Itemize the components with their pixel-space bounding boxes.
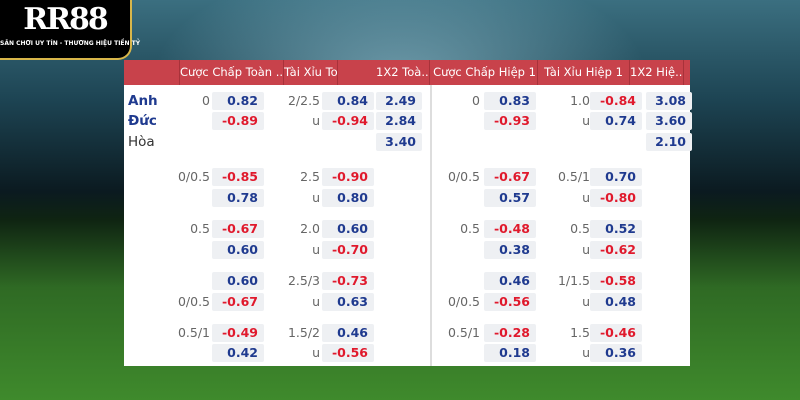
odds-button[interactable]: 0.84 bbox=[322, 92, 374, 110]
column-header[interactable]: 1X2 Hiệ... bbox=[630, 60, 684, 85]
handicap-line: u bbox=[582, 190, 590, 205]
odds-button[interactable]: 0.46 bbox=[322, 324, 374, 342]
odds-button[interactable]: 0.42 bbox=[212, 344, 264, 362]
handicap-line: 2.5 bbox=[300, 169, 320, 184]
odds-button[interactable]: 0.18 bbox=[484, 344, 536, 362]
odds-button[interactable]: 0.38 bbox=[484, 241, 536, 259]
handicap-line: u bbox=[312, 242, 320, 257]
column-header[interactable]: Cược Chấp Toàn ... bbox=[180, 60, 284, 85]
odds-button[interactable]: -0.70 bbox=[322, 241, 374, 259]
half-divider bbox=[430, 85, 432, 366]
handicap-line: 2.5/3 bbox=[287, 273, 320, 288]
odds-button[interactable]: -0.28 bbox=[484, 324, 536, 342]
handicap-line: 0.5/1 bbox=[177, 325, 210, 340]
handicap-line: u bbox=[312, 294, 320, 309]
odds-button[interactable]: -0.46 bbox=[590, 324, 642, 342]
handicap-line: 0 bbox=[202, 93, 210, 108]
odds-button[interactable]: -0.94 bbox=[322, 112, 374, 130]
odds-button[interactable]: 0.48 bbox=[590, 293, 642, 311]
handicap-line: u bbox=[312, 345, 320, 360]
odds-button[interactable]: -0.90 bbox=[322, 168, 374, 186]
odds-button[interactable]: -0.56 bbox=[484, 293, 536, 311]
handicap-line: u bbox=[582, 294, 590, 309]
odds-button[interactable]: -0.80 bbox=[590, 189, 642, 207]
logo-tagline: SÂN CHƠI UY TÍN - THƯƠNG HIỆU TIỀN TỶ bbox=[0, 40, 141, 47]
handicap-line: 0.5 bbox=[190, 221, 210, 236]
column-header[interactable] bbox=[124, 60, 180, 85]
team-name: Hòa bbox=[128, 134, 155, 150]
handicap-line: u bbox=[312, 190, 320, 205]
odds-button[interactable]: -0.93 bbox=[484, 112, 536, 130]
column-header[interactable]: Cược Chấp Hiệp 1 bbox=[432, 60, 538, 85]
handicap-line: u bbox=[582, 345, 590, 360]
table-header: Cược Chấp Toàn ...Tài Xỉu Toàn Trận 1X2 T… bbox=[124, 60, 690, 85]
handicap-line: 0 bbox=[472, 93, 480, 108]
odds-button[interactable]: 0.83 bbox=[484, 92, 536, 110]
handicap-line: 1.5/2 bbox=[287, 325, 320, 340]
odds-button[interactable]: -0.67 bbox=[212, 293, 264, 311]
handicap-line: u bbox=[582, 113, 590, 128]
handicap-line: 0.5 bbox=[460, 221, 480, 236]
column-header[interactable]: Tài Xỉu Hiệp 1 bbox=[538, 60, 630, 85]
handicap-line: 2.0 bbox=[300, 221, 320, 236]
odds-button[interactable]: -0.73 bbox=[322, 272, 374, 290]
odds-button[interactable]: -0.67 bbox=[484, 168, 536, 186]
odds-button[interactable]: -0.84 bbox=[590, 92, 642, 110]
odds-button[interactable]: 0.46 bbox=[484, 272, 536, 290]
odds-button[interactable]: -0.49 bbox=[212, 324, 264, 342]
odds-table: Cược Chấp Toàn ...Tài Xỉu Toàn Trận 1X2 T… bbox=[124, 60, 692, 366]
column-header[interactable]: Tài Xỉu Toàn Trận bbox=[284, 60, 338, 85]
odds-button[interactable]: -0.48 bbox=[484, 220, 536, 238]
odds-button[interactable]: 0.74 bbox=[590, 112, 642, 130]
logo-text: RR88 bbox=[23, 2, 109, 37]
odds-button[interactable]: 3.60 bbox=[646, 112, 692, 130]
handicap-line: 2/2.5 bbox=[287, 93, 320, 108]
handicap-line: 0/0.5 bbox=[177, 169, 210, 184]
odds-button[interactable]: 2.49 bbox=[376, 92, 422, 110]
odds-button[interactable]: 0.70 bbox=[590, 168, 642, 186]
odds-button[interactable]: -0.58 bbox=[590, 272, 642, 290]
odds-button[interactable]: -0.67 bbox=[212, 220, 264, 238]
rr88-logo: RR88 SÂN CHƠI UY TÍN - THƯƠNG HIỆU TIỀN … bbox=[0, 0, 141, 60]
odds-button[interactable]: -0.85 bbox=[212, 168, 264, 186]
handicap-line: u bbox=[312, 113, 320, 128]
odds-button[interactable]: -0.89 bbox=[212, 112, 264, 130]
handicap-line: 1.0 bbox=[570, 93, 590, 108]
team-name: Đức bbox=[128, 113, 157, 129]
odds-button[interactable]: 0.60 bbox=[212, 272, 264, 290]
odds-button[interactable]: -0.62 bbox=[590, 241, 642, 259]
odds-button[interactable]: 0.63 bbox=[322, 293, 374, 311]
handicap-line: 0.5 bbox=[570, 221, 590, 236]
odds-button[interactable]: -0.56 bbox=[322, 344, 374, 362]
odds-button[interactable]: 0.60 bbox=[212, 241, 264, 259]
odds-button[interactable]: 0.60 bbox=[322, 220, 374, 238]
odds-button[interactable]: 0.36 bbox=[590, 344, 642, 362]
odds-button[interactable]: 2.84 bbox=[376, 112, 422, 130]
odds-button[interactable]: 0.80 bbox=[322, 189, 374, 207]
handicap-line: 0/0.5 bbox=[177, 294, 210, 309]
handicap-line: u bbox=[582, 242, 590, 257]
odds-button[interactable]: 3.08 bbox=[646, 92, 692, 110]
odds-button[interactable]: 0.82 bbox=[212, 92, 264, 110]
odds-button[interactable]: 3.40 bbox=[376, 133, 422, 151]
handicap-line: 0/0.5 bbox=[447, 169, 480, 184]
handicap-line: 1.5 bbox=[570, 325, 590, 340]
handicap-line: 0.5/1 bbox=[557, 169, 590, 184]
odds-button[interactable]: 2.10 bbox=[646, 133, 692, 151]
handicap-line: 0.5/1 bbox=[447, 325, 480, 340]
odds-button[interactable]: 0.78 bbox=[212, 189, 264, 207]
odds-button[interactable]: 0.57 bbox=[484, 189, 536, 207]
column-header[interactable]: 1X2 Toà... bbox=[376, 60, 430, 85]
team-name: Anh bbox=[128, 93, 158, 109]
handicap-line: 1/1.5 bbox=[557, 273, 590, 288]
odds-button[interactable]: 0.52 bbox=[590, 220, 642, 238]
handicap-line: 0/0.5 bbox=[447, 294, 480, 309]
